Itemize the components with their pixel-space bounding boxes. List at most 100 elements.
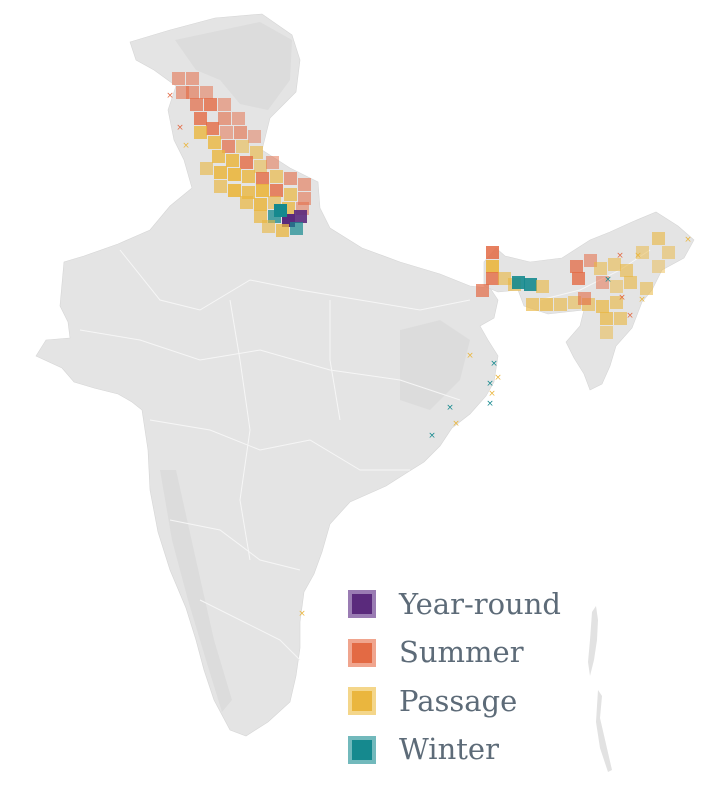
x-mark-icon: × (182, 141, 190, 151)
x-mark-icon: × (176, 123, 184, 133)
passage-cell (536, 280, 549, 293)
x-mark-icon: × (638, 295, 646, 305)
summer-cell (204, 98, 217, 111)
passage-cell (228, 184, 241, 197)
summer-cell (232, 112, 245, 125)
summer-cell (298, 178, 311, 191)
summer-cell (486, 246, 499, 259)
x-mark-icon: × (616, 251, 624, 261)
passage-cell (240, 196, 253, 209)
passage-cell (624, 276, 637, 289)
passage-cell (200, 162, 213, 175)
passage-cell (594, 262, 607, 275)
x-mark-icon: × (488, 389, 496, 399)
summer-cell (220, 126, 233, 139)
summer-cell (172, 72, 185, 85)
passage-cell (254, 198, 267, 211)
legend-label: Summer (399, 635, 524, 670)
summer-cell (240, 156, 253, 169)
x-mark-icon: × (452, 419, 460, 429)
legend-label: Winter (399, 732, 499, 767)
passage-cell (226, 154, 239, 167)
passage-cell (540, 298, 553, 311)
summer-cell (476, 284, 489, 297)
legend-item-winter: Winter (348, 726, 561, 775)
passage-cell (270, 170, 283, 183)
summer-cell (206, 122, 219, 135)
passage-cell (600, 312, 613, 325)
summer-cell (578, 292, 591, 305)
passage-cell (228, 168, 241, 181)
year-round-cell (294, 210, 307, 223)
eastern-hills-relief (400, 320, 470, 410)
x-mark-icon: × (466, 351, 474, 361)
boundary-line (229, 299, 251, 561)
passage-cell (254, 210, 267, 223)
boundary-line (199, 599, 301, 661)
x-mark-icon: × (428, 431, 436, 441)
x-mark-icon: × (446, 403, 454, 413)
passage-cell (610, 280, 623, 293)
passage-cell (254, 160, 267, 173)
passage-cell (242, 186, 255, 199)
western-ghats-relief (160, 470, 232, 712)
year-round-swatch (348, 590, 376, 619)
summer-swatch (348, 638, 376, 667)
winter-swatch (348, 735, 376, 764)
summer-cell (190, 98, 203, 111)
winter-cell (290, 222, 303, 235)
legend-item-year-round: Year-round (348, 580, 561, 629)
boundary-line (119, 249, 471, 311)
passage-cell (600, 326, 613, 339)
summer-cell (270, 184, 283, 197)
summer-cell (570, 260, 583, 273)
passage-cell (640, 282, 653, 295)
passage-cell (526, 298, 539, 311)
passage-cell (662, 246, 675, 259)
passage-cell (596, 300, 609, 313)
legend-item-passage: Passage (348, 677, 561, 726)
passage-cell (212, 150, 225, 163)
winter-cell (274, 204, 287, 217)
legend: Year-round Summer Passage Winter (348, 580, 561, 774)
x-mark-icon: × (618, 293, 626, 303)
passage-cell (250, 146, 263, 159)
x-mark-icon: × (490, 359, 498, 369)
summer-cell (284, 172, 297, 185)
boundary-line (79, 329, 461, 401)
boundary-line (169, 519, 301, 571)
passage-cell (652, 260, 665, 273)
passage-cell (486, 260, 499, 273)
passage-cell (214, 166, 227, 179)
summer-cell (186, 72, 199, 85)
boundary-line (329, 300, 341, 421)
relief-shading (160, 22, 470, 712)
distribution-cells (172, 72, 675, 339)
passage-cell (276, 224, 289, 237)
summer-cell (194, 112, 207, 125)
passage-cell (498, 272, 511, 285)
passage-cell (284, 188, 297, 201)
andaman-islands (588, 606, 612, 772)
passage-cell (214, 180, 227, 193)
summer-cell (266, 156, 279, 169)
summer-cell (584, 254, 597, 267)
summer-cell (248, 130, 261, 143)
x-mark-icon: × (166, 91, 174, 101)
point-records: ××××××××××××× ××× ×××× (166, 91, 692, 619)
summer-cell (200, 86, 213, 99)
x-mark-icon: × (494, 373, 502, 383)
passage-cell (614, 312, 627, 325)
summer-cell (218, 98, 231, 111)
x-mark-icon: × (604, 275, 612, 285)
passage-cell (242, 170, 255, 183)
legend-label: Passage (399, 683, 518, 718)
passage-cell (256, 184, 269, 197)
summer-cell (234, 126, 247, 139)
x-mark-icon: × (626, 311, 634, 321)
summer-cell (218, 112, 231, 125)
x-mark-icon: × (634, 251, 642, 261)
passage-cell (208, 136, 221, 149)
summer-cell (486, 272, 499, 285)
